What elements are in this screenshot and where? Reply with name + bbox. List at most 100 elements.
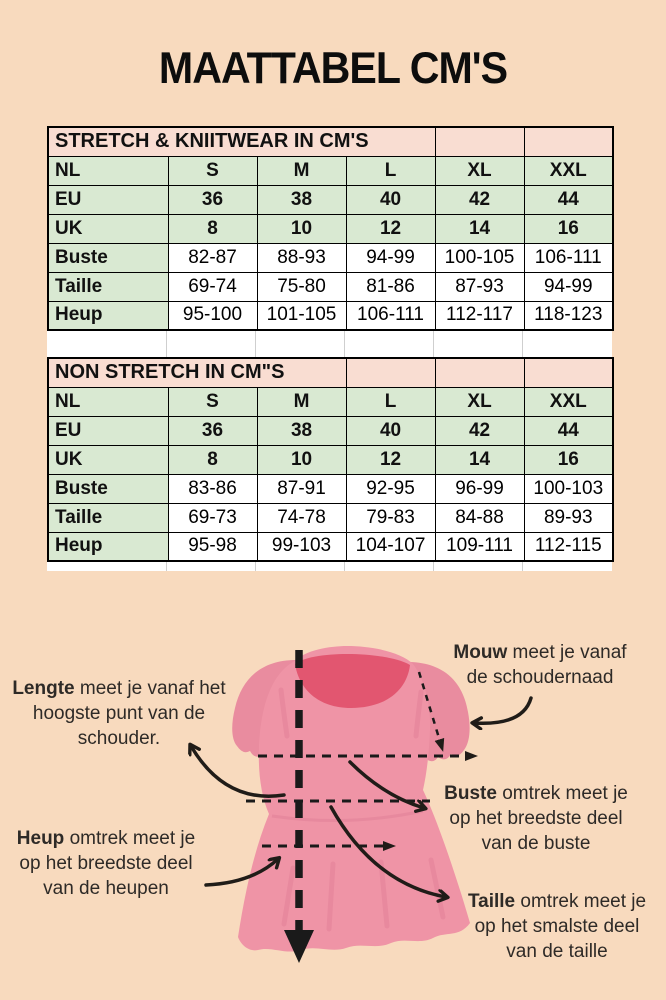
table-cell: 100-105 [434,242,525,273]
buste-pointer-arrow [348,760,424,808]
annotation-keyword: Lengte [12,678,75,699]
table-cell: 104-107 [345,531,436,562]
row-label: UK [47,444,169,475]
table-cell: 106-111 [345,300,436,331]
annotation-buste: Buste omtrek meet je op het breedste dee… [436,781,636,856]
table-cell: XL [434,386,525,417]
table-cell: 112-117 [434,300,525,331]
annotation-text: omtrek meet je op het smalste deel van d… [474,891,647,962]
table-cell: 84-88 [434,502,525,533]
table-cell: 101-105 [256,300,347,331]
measurement-diagram [0,620,666,1000]
table-cell: 12 [345,444,436,475]
table-cell: 44 [523,184,614,215]
table-row: Taille 69-74 75-80 81-86 87-93 94-99 [47,271,614,302]
table-cell: 12 [345,213,436,244]
dress-waist-seam [271,809,424,822]
table-row: Buste 83-86 87-91 92-95 96-99 100-103 [47,473,614,504]
table-row: Taille 69-73 74-78 79-83 84-88 89-93 [47,502,614,533]
table-cell: 8 [167,444,258,475]
table-row: EU 36 38 40 42 44 [47,184,614,215]
table-cell: 99-103 [256,531,347,562]
table-cell: 40 [345,415,436,446]
table-cell: 81-86 [345,271,436,302]
table-cell: 89-93 [523,502,614,533]
row-label: Buste [47,473,169,504]
table-cell: L [345,155,436,186]
annotation-mouw: Mouw meet je vanaf de schoudernaad [448,640,632,690]
dress-illustration [0,646,533,963]
table-cell: 112-115 [523,531,614,562]
mouw-pointer-arrow [474,696,533,723]
table-title: NON STRETCH IN CM"S [47,357,347,388]
length-arrowhead-icon [284,930,314,963]
empty-header-cell [523,357,614,388]
table-cell: 44 [523,415,614,446]
table-cell: 87-91 [256,473,347,504]
table-cell: 83-86 [167,473,258,504]
table-cell: 10 [256,444,347,475]
table-row: UK 8 10 12 14 16 [47,444,614,475]
table-cell: 92-95 [345,473,436,504]
row-label: EU [47,184,169,215]
page-title: MAATTABEL CM'S [158,42,508,93]
table-cell: 109-111 [434,531,525,562]
table-cell: S [167,155,258,186]
stretch-knitwear-table: STRETCH & KNIITWEAR IN CM'S NL S M L XL XXL EU 3… [47,126,615,331]
table-row: Buste 82-87 88-93 94-99 100-105 106-111 [47,242,614,273]
table-cell: 95-100 [167,300,258,331]
table-cell: 38 [256,184,347,215]
row-label: Taille [47,502,169,533]
table-cell: 36 [167,184,258,215]
table-cell: 40 [345,184,436,215]
table-cell: M [256,155,347,186]
table-cell: 75-80 [256,271,347,302]
table-cell: 42 [434,184,525,215]
spreadsheet-area: STRETCH & KNIITWEAR IN CM'S NL S M L XL XXL EU 3… [47,126,615,571]
table-cell: 14 [434,444,525,475]
row-label: Heup [47,300,169,331]
empty-spreadsheet-row [47,562,612,571]
table-title: STRETCH & KNIITWEAR IN CM'S [47,126,436,157]
table-row: Heup 95-100 101-105 106-111 112-117 118-123 [47,300,614,331]
dress-fold-lines [278,687,446,932]
table-cell: 69-73 [167,502,258,533]
row-label: NL [47,386,169,417]
table-row: Heup 95-98 99-103 104-107 109-111 112-115 [47,531,614,562]
table-cell: 38 [256,415,347,446]
table-row: EU 36 38 40 42 44 [47,415,614,446]
row-label: NL [47,155,169,186]
table-cell: M [256,386,347,417]
table-cell: 82-87 [167,242,258,273]
table-cell: 88-93 [256,242,347,273]
taille-pointer-arrow [329,805,446,897]
row-label: UK [47,213,169,244]
table-cell: 96-99 [434,473,525,504]
table-header-row: STRETCH & KNIITWEAR IN CM'S [47,126,614,157]
annotation-keyword: Buste [444,783,497,804]
table-row: NL S M L XL XXL [47,386,614,417]
heup-pointer-arrow [204,859,278,887]
table-cell: 69-74 [167,271,258,302]
row-label: Buste [47,242,169,273]
lengte-pointer-arrow [191,746,286,798]
table-row: NL S M L XL XXL [47,155,614,186]
table-cell: 118-123 [523,300,614,331]
table-cell: 16 [523,444,614,475]
row-label: Taille [47,271,169,302]
table-cell: 42 [434,415,525,446]
annotation-text: omtrek meet je op het breedste deel van … [449,783,628,854]
sleeve-measure-line [417,671,445,752]
table-cell: 10 [256,213,347,244]
empty-header-cell [434,357,525,388]
table-cell: 100-103 [523,473,614,504]
row-label: EU [47,415,169,446]
annotation-text: omtrek meet je op het breedste deel van … [19,828,196,899]
dress-neckline [295,653,410,708]
table-cell: L [345,386,436,417]
table-cell: 106-111 [523,242,614,273]
annotation-heup: Heup omtrek meet je op het breedste deel… [8,826,204,901]
empty-spreadsheet-row [47,331,612,357]
annotation-keyword: Taille [467,891,516,912]
table-cell: 14 [434,213,525,244]
